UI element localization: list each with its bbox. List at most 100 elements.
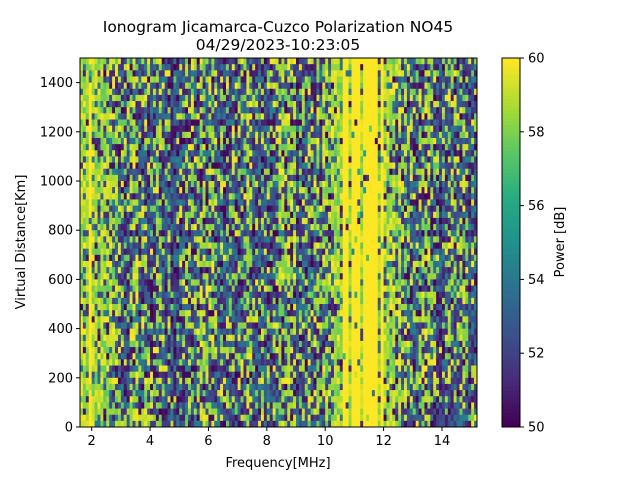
heatmap-cell [237,279,241,286]
heatmap-cell [120,414,125,422]
heatmap-cell [106,248,110,256]
heatmap-cell [293,328,297,336]
heatmap-cell [141,402,145,409]
heatmap-cell [223,94,227,102]
heatmap-cell [249,58,253,65]
heatmap-cell [115,199,119,206]
heatmap-cell [132,402,136,409]
heatmap-cell [120,316,125,323]
heatmap-cell [196,156,201,163]
heatmap-cell [278,359,282,366]
heatmap-cell [147,347,151,354]
heatmap-cell [231,322,236,329]
heatmap-cell [182,340,186,348]
heatmap-cell [100,205,104,213]
heatmap-cell [281,193,285,200]
heatmap-cell [182,291,186,299]
heatmap-cell [293,371,297,379]
heatmap-cell [225,347,230,354]
heatmap-cell [319,402,323,409]
heatmap-cell [182,187,186,194]
heatmap-cell [240,162,244,170]
heatmap-cell [260,248,265,256]
heatmap-cell [106,64,110,71]
heatmap-cell [211,254,215,262]
heatmap-cell [115,181,119,188]
heatmap-cell [132,328,136,336]
heatmap-cell [179,316,183,323]
heatmap-cell [88,174,93,182]
heatmap-cell [278,113,282,120]
heatmap-cell [152,334,157,342]
heatmap-cell [278,107,282,114]
heatmap-cell [185,224,189,231]
heatmap-cell [123,162,128,170]
heatmap-cell [304,340,309,348]
heatmap-cell [167,125,171,133]
heatmap-cell [144,267,148,274]
heatmap-cell [97,396,101,403]
heatmap-cell [147,125,151,133]
heatmap-cell [310,137,314,145]
heatmap-cell [249,340,253,348]
heatmap-cell [281,383,285,391]
heatmap-cell [100,101,104,108]
heatmap-cell [246,304,250,311]
heatmap-cell [281,334,285,342]
heatmap-cell [316,359,320,366]
heatmap-cell [173,217,177,225]
heatmap-cell [82,402,87,409]
heatmap-cell [208,168,212,176]
heatmap-cell [258,187,262,194]
heatmap-cell [310,273,314,280]
heatmap-cell [155,224,160,231]
heatmap-cell [91,420,95,428]
heatmap-cell [231,107,236,114]
heatmap-cell [205,168,209,176]
heatmap-cell [138,304,142,311]
heatmap-cell [304,187,309,194]
heatmap-cell [170,359,174,366]
heatmap-cell [126,279,131,286]
heatmap-cell [106,76,110,83]
heatmap-cell [158,137,163,145]
heatmap-cell [179,236,183,243]
heatmap-cell [322,88,326,96]
heatmap-cell [94,260,98,268]
heatmap-cell [202,328,206,336]
heatmap-cell [109,82,113,90]
heatmap-cell [301,408,306,416]
heatmap-cell [126,230,131,237]
heatmap-cell [173,310,177,317]
heatmap-cell [304,101,309,108]
heatmap-cell [214,187,218,194]
heatmap-cell [304,383,309,391]
heatmap-cell [298,359,303,366]
heatmap-cell [144,414,148,422]
heatmap-cell [313,254,317,262]
heatmap-cell [176,131,180,139]
heatmap-cell [228,70,233,77]
heatmap-cell [263,88,268,96]
heatmap-cell [147,359,151,366]
heatmap-cell [80,168,84,176]
heatmap-cell [100,353,104,360]
heatmap-cell [193,273,198,280]
heatmap-cell [158,156,163,163]
heatmap-cell [275,371,279,379]
heatmap-cell [173,193,177,200]
heatmap-cell [115,310,119,317]
heatmap-cell [176,310,180,317]
heatmap-cell [231,211,236,219]
heatmap-cell [301,205,306,213]
heatmap-cell [269,390,274,397]
heatmap-cell [152,408,157,416]
heatmap-cell [155,285,160,293]
heatmap-cell [275,88,279,96]
heatmap-cell [109,144,113,151]
heatmap-cell [234,304,239,311]
heatmap-cell [275,402,279,409]
heatmap-cell [135,334,139,342]
heatmap-cell [152,248,157,256]
heatmap-cell [278,310,282,317]
